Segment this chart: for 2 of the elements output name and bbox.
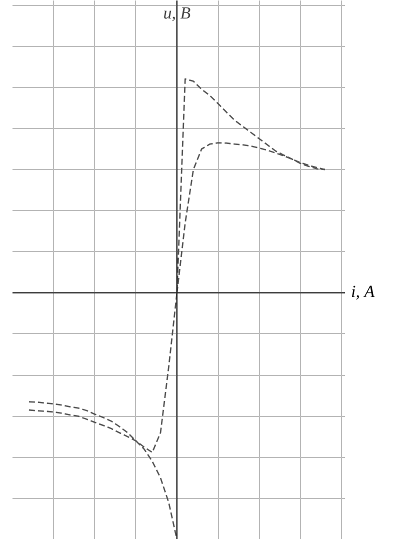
y-axis-title: u, В [163,4,192,22]
x-axis-title: i, А [351,281,375,303]
